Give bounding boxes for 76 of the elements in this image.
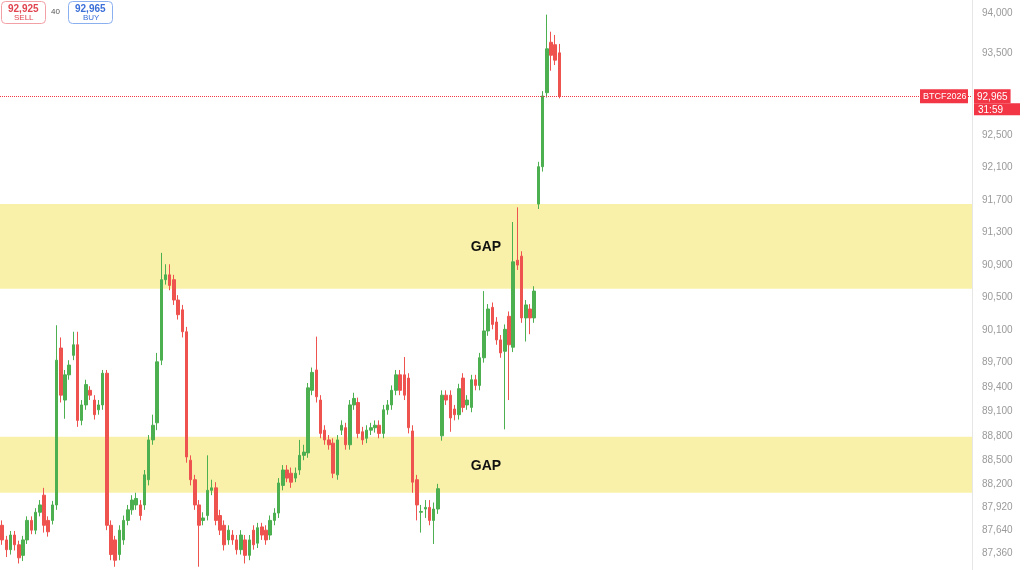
y-tick-label: 90,100 bbox=[982, 323, 1014, 335]
candlestick bbox=[549, 31, 553, 72]
candlestick bbox=[88, 385, 92, 401]
candlestick bbox=[315, 336, 318, 403]
candlestick bbox=[201, 511, 205, 526]
y-tick-label: 92,100 bbox=[982, 161, 1014, 173]
y-tick-label: 90,500 bbox=[982, 291, 1014, 303]
candlestick bbox=[101, 369, 104, 411]
candlestick bbox=[461, 372, 465, 413]
candlestick bbox=[72, 331, 75, 361]
annotation: 92,965 bbox=[75, 2, 107, 14]
candlestick bbox=[59, 336, 63, 403]
candlestick bbox=[264, 524, 268, 546]
y-tick-label: 88,200 bbox=[982, 478, 1014, 490]
candlestick bbox=[93, 394, 96, 421]
candlestick bbox=[382, 404, 385, 439]
candlestick bbox=[248, 534, 251, 561]
candlestick bbox=[139, 499, 142, 521]
candlestick bbox=[243, 534, 247, 564]
candlestick bbox=[206, 454, 209, 521]
ref-line-label: 92,965 bbox=[977, 90, 1009, 102]
candlestick bbox=[30, 515, 33, 535]
candlestick bbox=[134, 492, 138, 511]
candlestick bbox=[42, 487, 46, 534]
candlestick bbox=[336, 434, 339, 481]
y-tick-label: 88,800 bbox=[982, 429, 1014, 441]
candlestick bbox=[503, 323, 507, 430]
y-tick-label: 87,920 bbox=[982, 501, 1014, 513]
y-tick-label: 94,000 bbox=[982, 6, 1014, 18]
candlestick bbox=[289, 467, 293, 489]
candlestick bbox=[377, 419, 381, 439]
y-tick-label: 93,500 bbox=[982, 47, 1014, 59]
y-tick-label: 90,900 bbox=[982, 258, 1014, 270]
y-tick-label: 89,100 bbox=[982, 405, 1014, 417]
candlestick bbox=[373, 419, 377, 434]
candlestick bbox=[511, 221, 515, 353]
candlestick bbox=[294, 467, 297, 483]
candlestick bbox=[532, 285, 536, 324]
candlestick bbox=[227, 524, 230, 546]
annotation: SELL bbox=[14, 12, 35, 22]
y-tick-label: 89,700 bbox=[982, 356, 1014, 368]
y-tick-label: 92,500 bbox=[982, 128, 1014, 140]
candlestick bbox=[239, 529, 243, 556]
candlestick bbox=[545, 14, 549, 99]
candlestick bbox=[424, 499, 427, 519]
text: 31:59 bbox=[978, 103, 1004, 115]
y-tick-label: 91,300 bbox=[982, 226, 1014, 238]
y-tick-label: 91,700 bbox=[982, 193, 1014, 205]
candlestick bbox=[524, 299, 528, 343]
annotation: 92,925 bbox=[8, 2, 40, 14]
annotation: BTCF2026 bbox=[923, 90, 967, 101]
band-label: GAP bbox=[470, 456, 502, 473]
y-tick-label: 89,400 bbox=[982, 380, 1014, 392]
candlestick bbox=[340, 419, 343, 436]
annotation: BUY bbox=[83, 12, 101, 22]
candlestick bbox=[474, 374, 477, 391]
candlestick bbox=[507, 310, 511, 401]
y-tick-label: 88,500 bbox=[982, 453, 1014, 465]
candlestick bbox=[419, 504, 423, 534]
candlestick bbox=[428, 499, 431, 526]
candlestick bbox=[260, 522, 264, 541]
candlestick bbox=[344, 422, 347, 451]
candlestick bbox=[252, 524, 255, 551]
candlestick bbox=[331, 437, 335, 479]
candlestick bbox=[76, 331, 79, 428]
y-tick-label: 87,640 bbox=[982, 523, 1014, 535]
candlestick bbox=[9, 530, 12, 556]
candlestick bbox=[160, 252, 163, 366]
candlestick bbox=[440, 389, 444, 442]
candlestick bbox=[457, 383, 461, 421]
y-tick-label: 87,360 bbox=[982, 546, 1014, 558]
annotation: 40 bbox=[51, 6, 61, 16]
candlestick bbox=[256, 522, 259, 549]
band-label: GAP bbox=[470, 238, 502, 255]
candlestick bbox=[235, 534, 238, 556]
candlestick bbox=[528, 303, 532, 335]
